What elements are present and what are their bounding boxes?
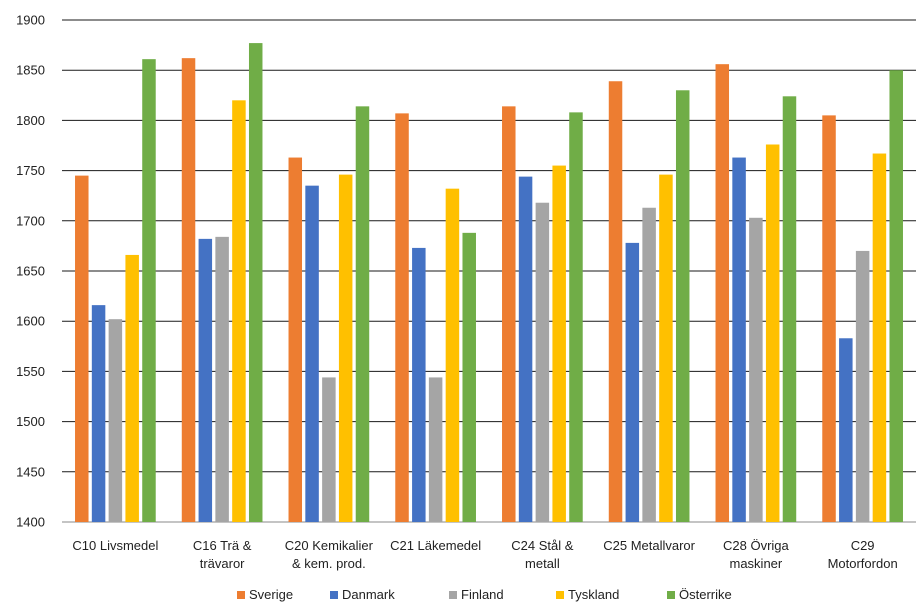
- x-axis-categories: C10 Livsmedel C16 Trä & trävaror C20 Kemika…: [72, 538, 897, 571]
- bar: [765, 144, 780, 522]
- bar: [91, 305, 106, 522]
- bar: [462, 232, 476, 522]
- x-category-label: C28 Övriga maskiner: [723, 538, 790, 571]
- bar: [625, 242, 640, 522]
- y-tick-label: 1750: [16, 163, 45, 178]
- bar: [659, 174, 673, 522]
- y-tick-label: 1450: [16, 464, 45, 479]
- bar: [445, 188, 460, 522]
- bar: [569, 112, 583, 523]
- x-category-label-line: C29: [851, 538, 875, 553]
- x-category-label: C29 Motorfordon: [828, 538, 898, 571]
- bar: [338, 174, 353, 522]
- bar: [518, 176, 533, 522]
- bar: [502, 106, 516, 523]
- bar: [839, 338, 853, 522]
- bar: [872, 153, 887, 523]
- bar: [782, 96, 797, 522]
- bar: [749, 217, 763, 522]
- bar: [322, 377, 336, 522]
- legend-label: Tyskland: [568, 587, 619, 602]
- legend-label: Danmark: [342, 587, 395, 602]
- x-category-label-line: C21 Läkemedel: [390, 538, 481, 553]
- bar: [642, 207, 656, 523]
- bar: [428, 377, 443, 522]
- bar: [552, 165, 566, 522]
- x-category-label-line: trävaror: [200, 556, 245, 571]
- bar: [248, 43, 263, 522]
- x-category-label: C10 Livsmedel: [72, 538, 158, 553]
- x-category-label-line: C25 Metallvaror: [603, 538, 695, 553]
- x-category-label: C16 Trä & trävaror: [193, 538, 252, 571]
- legend-swatch: [667, 591, 675, 599]
- bar: [822, 115, 836, 522]
- legend-swatch: [449, 591, 457, 599]
- x-category-label-line: C16 Trä &: [193, 538, 252, 553]
- x-category-label: C24 Stål & metall: [511, 538, 573, 571]
- y-tick-label: 1400: [16, 515, 45, 530]
- legend: Sverige Danmark Finland Tyskland Österrike: [237, 587, 732, 602]
- x-category-label-line: metall: [525, 556, 560, 571]
- bar: [535, 202, 550, 522]
- x-category-label: C25 Metallvaror: [603, 538, 695, 553]
- y-tick-label: 1850: [16, 63, 45, 78]
- x-category-label-line: C20 Kemikalier: [285, 538, 374, 553]
- bar: [732, 157, 746, 522]
- y-tick-label: 1600: [16, 314, 45, 329]
- x-category-label-line: maskiner: [730, 556, 783, 571]
- bar: [855, 250, 870, 523]
- legend-label: Sverige: [249, 587, 293, 602]
- bar: [181, 58, 196, 522]
- bar: [215, 236, 229, 522]
- bar: [675, 90, 690, 522]
- y-tick-label: 1500: [16, 414, 45, 429]
- legend-swatch: [556, 591, 564, 599]
- bar: [108, 319, 123, 522]
- y-tick-label: 1650: [16, 264, 45, 279]
- x-category-label-line: C24 Stål &: [511, 538, 573, 553]
- bar: [412, 247, 426, 522]
- x-category-label-line: C28 Övriga: [723, 538, 790, 553]
- x-category-label-line: Motorfordon: [828, 556, 898, 571]
- y-tick-label: 1550: [16, 364, 45, 379]
- legend-swatch: [330, 591, 338, 599]
- bar: [715, 64, 730, 523]
- y-axis-ticks: 1400 1450 1500 1550 1600 1650 1700 1750 1800 1850…: [16, 13, 45, 530]
- y-tick-label: 1900: [16, 13, 45, 28]
- bar: [232, 100, 246, 522]
- legend-label: Österrike: [679, 587, 732, 602]
- legend-label: Finland: [461, 587, 504, 602]
- x-category-label: C20 Kemikalier & kem. prod.: [285, 538, 374, 571]
- bar: [288, 157, 303, 522]
- bar: [142, 59, 156, 522]
- y-tick-label: 1800: [16, 113, 45, 128]
- bar: [355, 106, 370, 523]
- bar: [608, 81, 623, 522]
- x-category-label-line: & kem. prod.: [292, 556, 366, 571]
- bar: [305, 185, 319, 522]
- bar: [889, 70, 903, 522]
- x-category-label-line: C10 Livsmedel: [72, 538, 158, 553]
- bar: [198, 238, 213, 522]
- y-tick-label: 1700: [16, 213, 45, 228]
- bar: [75, 175, 89, 522]
- legend-swatch: [237, 591, 245, 599]
- bars: [75, 43, 903, 523]
- bar: [125, 254, 139, 522]
- x-category-label: C21 Läkemedel: [390, 538, 481, 553]
- bar: [395, 113, 409, 522]
